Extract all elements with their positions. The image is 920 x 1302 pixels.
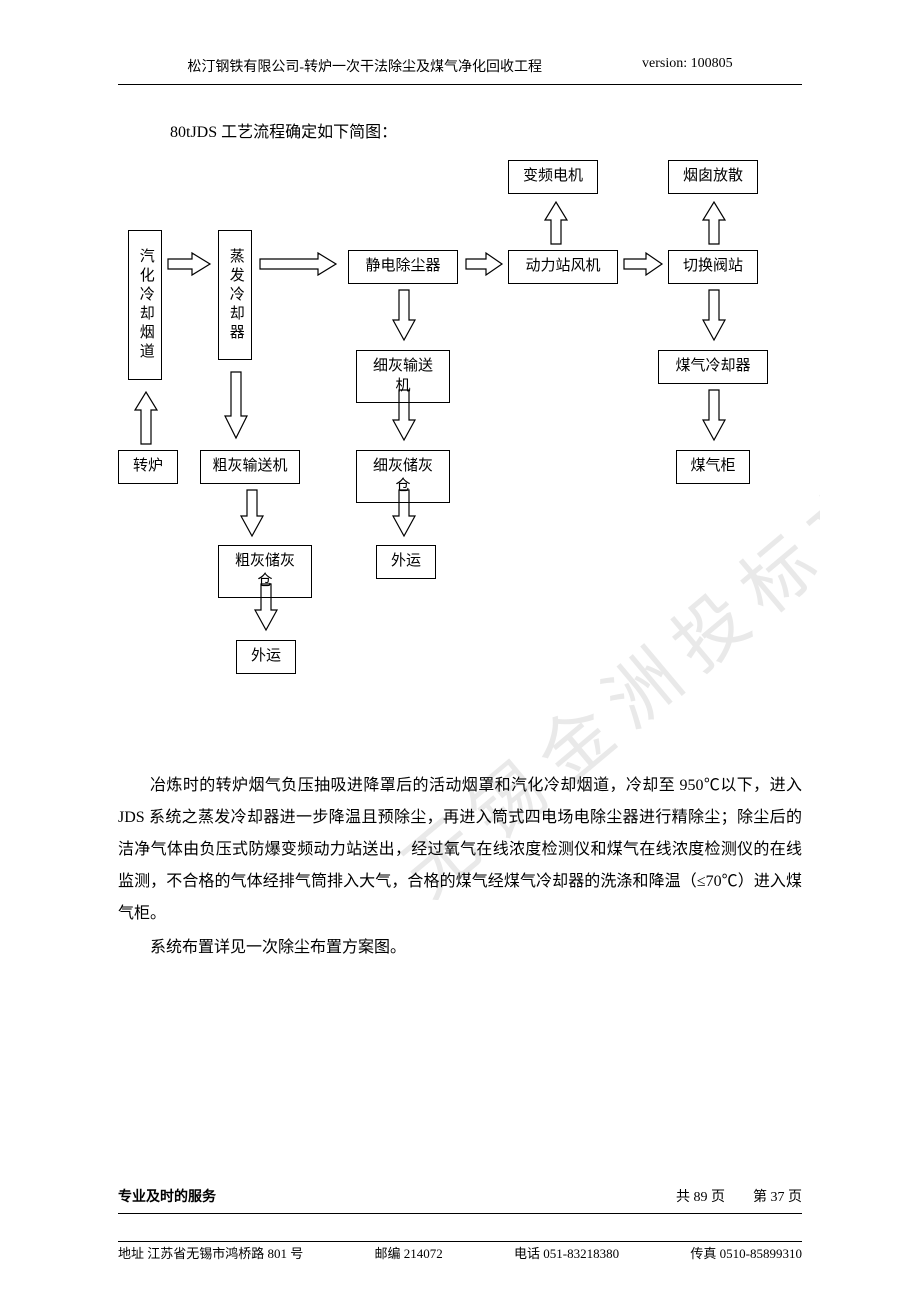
footer-tel: 电话 051-83218380 xyxy=(514,1243,619,1262)
body-text: 冶炼时的转炉烟气负压抽吸进降罩后的活动烟罩和汽化冷却烟道，冷却至 950℃以下，… xyxy=(118,770,802,966)
footer-zip: 邮编 214072 xyxy=(375,1243,443,1262)
node-power-fan: 动力站风机 xyxy=(508,250,618,284)
footer-fax: 传真 0510-85899310 xyxy=(690,1243,802,1262)
paragraph-2: 系统布置详见一次除尘布置方案图。 xyxy=(118,932,802,964)
node-esp: 静电除尘器 xyxy=(348,250,458,284)
footer-rule-1 xyxy=(118,1213,802,1214)
arrow-down-icon xyxy=(390,488,418,540)
footer-pages: 共 89 页 第 37 页 xyxy=(676,1186,802,1206)
arrow-down-icon xyxy=(252,582,280,634)
arrow-down-icon xyxy=(222,370,250,442)
node-ship-out-2: 外运 xyxy=(376,545,436,579)
arrow-right-icon xyxy=(622,250,664,278)
header-rule xyxy=(118,84,802,85)
node-chimney: 烟囱放散 xyxy=(668,160,758,194)
footer-line-2: 地址 江苏省无锡市鸿桥路 801 号 邮编 214072 电话 051-8321… xyxy=(118,1243,802,1262)
page-header: 松汀钢铁有限公司-转炉一次干法除尘及煤气净化回收工程 version: 1008… xyxy=(0,56,920,76)
node-evap-cooler: 蒸发冷却器 xyxy=(218,230,252,360)
arrow-down-icon xyxy=(238,488,266,540)
node-ship-out-1: 外运 xyxy=(236,640,296,674)
node-coarse-conveyor: 粗灰输送机 xyxy=(200,450,300,484)
footer-line-1: 专业及时的服务 共 89 页 第 37 页 xyxy=(118,1186,802,1206)
flowchart: 变频电机 烟囱放散 汽化冷却烟道 蒸发冷却器 静电除尘器 动力站风机 切换阀站 … xyxy=(118,150,808,710)
arrow-up-icon xyxy=(132,388,160,446)
page: 松汀钢铁有限公司-转炉一次干法除尘及煤气净化回收工程 version: 1008… xyxy=(0,0,920,1302)
node-vaporization-flue: 汽化冷却烟道 xyxy=(128,230,162,380)
arrow-down-icon xyxy=(700,388,728,444)
arrow-down-icon xyxy=(390,288,418,344)
arrow-up-icon xyxy=(700,198,728,246)
arrow-up-icon xyxy=(542,198,570,246)
footer-service: 专业及时的服务 xyxy=(118,1186,216,1206)
footer-addr: 地址 江苏省无锡市鸿桥路 801 号 xyxy=(118,1243,303,1262)
node-converter: 转炉 xyxy=(118,450,178,484)
arrow-right-icon xyxy=(166,250,212,278)
node-gas-holder: 煤气柜 xyxy=(676,450,750,484)
node-switch-valve: 切换阀站 xyxy=(668,250,758,284)
arrow-right-icon xyxy=(464,250,504,278)
header-title: 松汀钢铁有限公司-转炉一次干法除尘及煤气净化回收工程 xyxy=(187,56,542,76)
node-gas-cooler: 煤气冷却器 xyxy=(658,350,768,384)
footer-rule-2 xyxy=(118,1241,802,1242)
intro-text: 80tJDS 工艺流程确定如下简图： xyxy=(170,118,397,142)
header-version: version: 100805 xyxy=(642,56,733,76)
arrow-right-icon xyxy=(258,250,338,278)
node-vfd-motor: 变频电机 xyxy=(508,160,598,194)
paragraph-1: 冶炼时的转炉烟气负压抽吸进降罩后的活动烟罩和汽化冷却烟道，冷却至 950℃以下，… xyxy=(118,770,802,930)
arrow-down-icon xyxy=(700,288,728,344)
arrow-down-icon xyxy=(390,388,418,444)
